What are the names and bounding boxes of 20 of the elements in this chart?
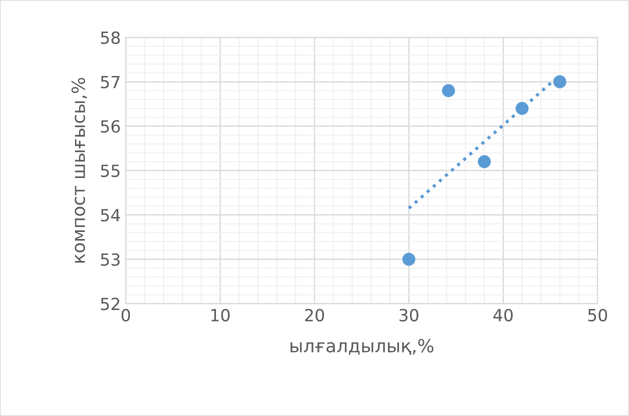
y-axis-title: компост шығысы,%: [71, 78, 87, 263]
point: [478, 155, 491, 168]
x-tick-label: 30: [400, 308, 418, 322]
point: [553, 75, 566, 88]
y-tick-label: 53: [101, 253, 120, 266]
point: [516, 102, 529, 115]
x-tick-label: 10: [211, 308, 230, 322]
y-tick-label: 58: [101, 31, 120, 44]
y-tick-label: 52: [101, 298, 120, 310]
x-tick-label: 50: [588, 308, 608, 322]
y-tick-label: 57: [101, 76, 120, 88]
x-tick-label: 20: [305, 308, 324, 322]
y-tick-label: 55: [101, 164, 120, 178]
point: [402, 252, 416, 266]
y-tick-label: 54: [101, 209, 120, 222]
x-tick-label: 40: [493, 308, 513, 322]
x-axis-title: ылғалдылық,%: [290, 338, 434, 355]
y-tick-label: 56: [101, 120, 120, 133]
point: [442, 84, 455, 98]
x-tick-label: 0: [122, 308, 130, 322]
